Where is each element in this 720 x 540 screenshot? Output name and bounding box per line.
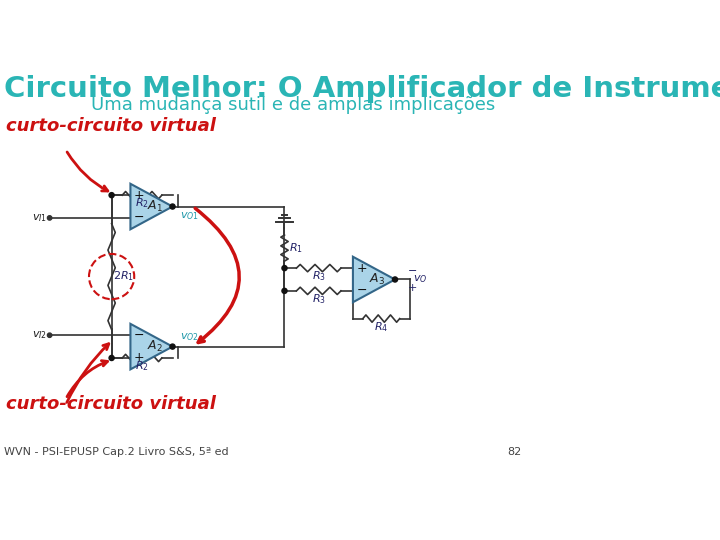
- Text: $v_{I2}$: $v_{I2}$: [32, 329, 48, 341]
- Text: $R_3$: $R_3$: [312, 269, 325, 283]
- Polygon shape: [130, 184, 173, 230]
- Text: −: −: [134, 329, 145, 342]
- Text: $R_4$: $R_4$: [374, 320, 388, 334]
- Text: $R_1$: $R_1$: [289, 241, 303, 255]
- Text: curto-circuito virtual: curto-circuito virtual: [6, 117, 216, 135]
- Polygon shape: [130, 324, 173, 369]
- Text: $R_3$: $R_3$: [312, 292, 325, 306]
- Text: +: +: [134, 188, 145, 201]
- Text: −: −: [134, 212, 145, 225]
- Polygon shape: [353, 256, 395, 302]
- Text: −: −: [356, 285, 367, 298]
- Text: Circuito Melhor: O Amplificador de Instrumen: Circuito Melhor: O Amplificador de Instr…: [4, 75, 720, 103]
- Circle shape: [48, 215, 52, 220]
- Text: $A_2$: $A_2$: [147, 339, 163, 354]
- Circle shape: [48, 333, 52, 338]
- Circle shape: [170, 204, 175, 209]
- Text: $v_{O2}$: $v_{O2}$: [180, 331, 199, 343]
- Text: $R_2$: $R_2$: [135, 359, 149, 373]
- Text: $v_{O1}$: $v_{O1}$: [180, 210, 199, 222]
- Text: $v_{I1}$: $v_{I1}$: [32, 212, 48, 224]
- Circle shape: [282, 288, 287, 293]
- Text: +: +: [356, 261, 367, 275]
- Text: curto-circuito virtual: curto-circuito virtual: [6, 395, 216, 414]
- Text: $R_2$: $R_2$: [135, 196, 149, 210]
- Text: +: +: [408, 284, 417, 293]
- Circle shape: [109, 193, 114, 198]
- Text: +: +: [134, 352, 145, 365]
- Text: $2R_1$: $2R_1$: [113, 269, 134, 284]
- Circle shape: [109, 355, 114, 361]
- Text: Uma mudança sutil e de amplas implicações: Uma mudança sutil e de amplas implicaçõe…: [91, 96, 495, 114]
- Text: $A_1$: $A_1$: [147, 199, 163, 214]
- Circle shape: [282, 266, 287, 271]
- Circle shape: [170, 344, 175, 349]
- Text: WVN - PSI-EPUSP Cap.2 Livro S&S, 5ª ed: WVN - PSI-EPUSP Cap.2 Livro S&S, 5ª ed: [4, 448, 228, 457]
- Text: 82: 82: [508, 448, 521, 457]
- Text: −: −: [408, 266, 417, 276]
- Circle shape: [392, 277, 397, 282]
- Text: $v_O$: $v_O$: [413, 274, 427, 285]
- Text: $A_3$: $A_3$: [369, 272, 385, 287]
